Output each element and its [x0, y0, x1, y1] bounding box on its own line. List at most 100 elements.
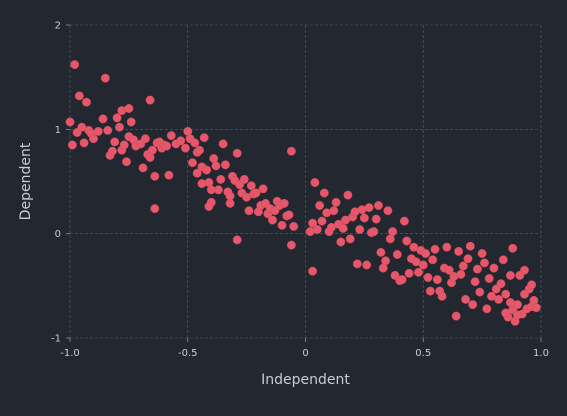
data-point	[216, 174, 226, 184]
data-point	[225, 191, 235, 201]
data-point	[463, 254, 473, 264]
data-point	[432, 275, 442, 285]
data-point	[520, 265, 529, 275]
data-point	[317, 216, 327, 226]
data-point	[147, 145, 157, 155]
data-points	[65, 60, 541, 326]
data-point	[209, 154, 219, 163]
data-point	[308, 218, 318, 228]
data-point	[527, 280, 537, 290]
data-point	[277, 220, 287, 230]
data-point	[423, 273, 433, 282]
data-point	[496, 279, 506, 289]
data-point	[220, 160, 230, 170]
data-point	[374, 201, 383, 210]
data-point	[430, 244, 440, 254]
data-point	[501, 289, 511, 299]
data-point	[399, 216, 409, 226]
data-point	[465, 241, 475, 251]
data-point	[482, 304, 492, 314]
data-point	[338, 223, 348, 233]
data-point	[150, 171, 160, 181]
data-point	[251, 188, 261, 198]
data-point	[279, 198, 289, 208]
data-point	[369, 227, 379, 237]
data-point	[206, 185, 216, 195]
data-point	[392, 250, 402, 259]
data-point	[211, 161, 221, 171]
data-point	[162, 141, 172, 151]
grid	[69, 24, 542, 339]
data-point	[82, 97, 91, 107]
data-point	[119, 140, 129, 150]
data-point	[489, 263, 499, 273]
data-point	[513, 310, 522, 320]
data-point	[110, 137, 120, 147]
data-point	[190, 138, 200, 148]
data-point	[180, 143, 190, 153]
data-point	[166, 131, 176, 141]
data-point	[454, 246, 464, 256]
x-tick-label: 1.0	[533, 348, 549, 359]
data-point	[176, 136, 186, 146]
data-point	[475, 287, 485, 297]
data-point	[246, 181, 256, 191]
data-point	[126, 117, 136, 127]
data-point	[352, 259, 362, 269]
y-tick-label: 0	[55, 229, 61, 240]
data-point	[315, 201, 325, 210]
x-axis-label: Independent	[261, 372, 350, 388]
y-axis-label: Dependent	[18, 142, 34, 220]
data-point	[480, 258, 489, 268]
data-point	[505, 298, 515, 307]
y-tick-label: 2	[55, 21, 61, 32]
data-point	[202, 165, 212, 175]
data-point	[310, 178, 320, 187]
y-tick-label: -1	[51, 334, 61, 345]
data-point	[70, 60, 80, 70]
data-point	[494, 294, 504, 304]
data-point	[79, 138, 89, 148]
data-point	[425, 286, 435, 296]
data-point	[284, 210, 294, 220]
data-point	[93, 126, 103, 136]
data-point	[345, 234, 355, 244]
data-point	[362, 260, 372, 270]
data-point	[359, 213, 369, 223]
data-point	[484, 274, 494, 283]
data-point	[383, 206, 393, 216]
data-point	[397, 275, 407, 285]
data-point	[456, 269, 466, 279]
data-point	[531, 303, 541, 313]
data-point	[442, 242, 452, 252]
data-point	[428, 255, 438, 265]
data-point	[286, 146, 296, 156]
data-point	[461, 294, 471, 304]
data-point	[501, 308, 511, 318]
data-point	[124, 104, 134, 113]
data-point	[138, 163, 148, 173]
data-point	[458, 261, 468, 271]
data-point	[232, 148, 242, 158]
x-tick-label: -1.0	[60, 348, 80, 359]
data-point	[312, 225, 322, 234]
axis-ticks: -1.0 -0.5 0 0.5 1.0 -1 0 1 2	[51, 21, 549, 360]
data-point	[258, 184, 268, 194]
x-tick-label: 0	[302, 348, 308, 359]
data-point	[67, 140, 77, 150]
data-point	[107, 146, 117, 156]
data-point	[103, 125, 113, 135]
data-point	[199, 133, 209, 143]
data-point	[331, 197, 341, 207]
data-point	[286, 240, 296, 250]
data-point	[268, 215, 277, 225]
data-point	[218, 139, 228, 149]
data-point	[498, 255, 508, 265]
data-point	[112, 113, 122, 123]
data-point	[505, 270, 515, 280]
data-point	[164, 170, 174, 180]
data-point	[376, 247, 386, 257]
data-point	[381, 256, 391, 266]
